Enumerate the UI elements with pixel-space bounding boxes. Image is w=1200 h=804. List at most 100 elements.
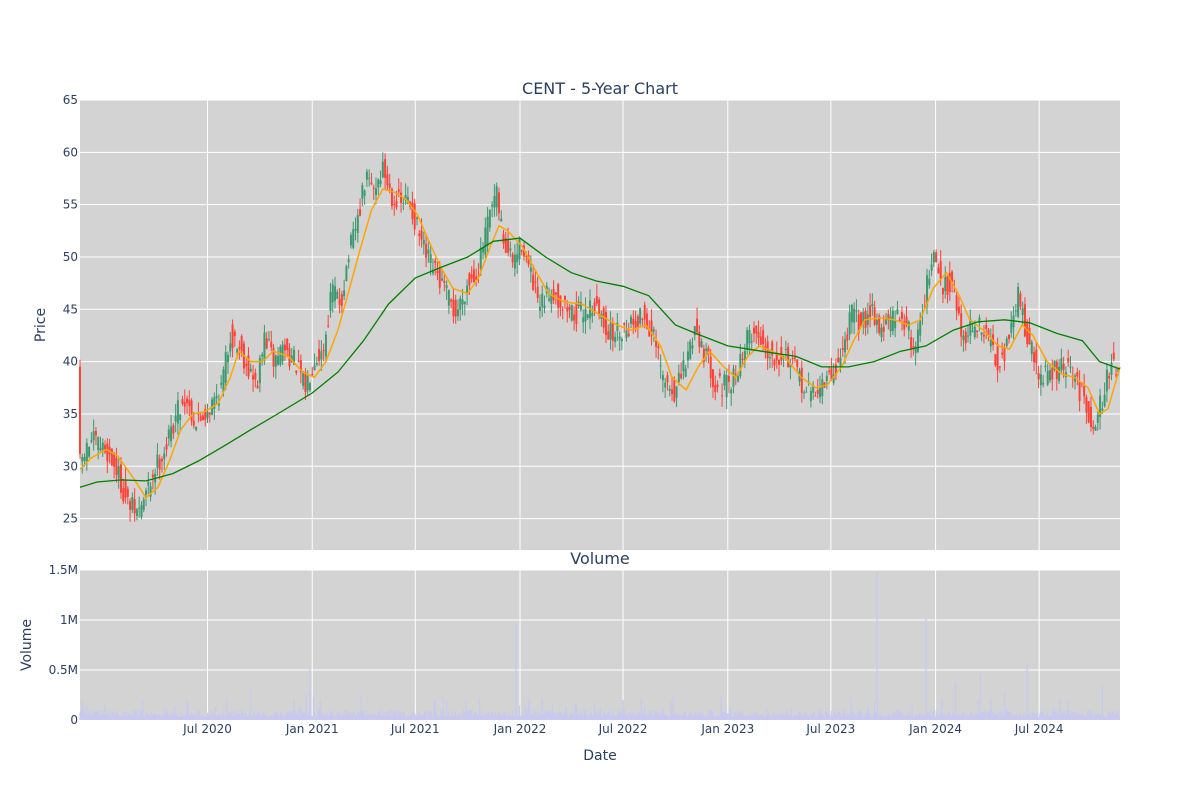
candle-body xyxy=(502,234,505,244)
volume-bar xyxy=(1019,714,1021,720)
volume-bar xyxy=(639,714,641,720)
volume-bar xyxy=(837,711,839,720)
volume-bar xyxy=(262,712,264,720)
volume-bar xyxy=(1033,711,1035,720)
volume-bar xyxy=(128,715,130,720)
volume-bar xyxy=(644,706,646,720)
volume-bar xyxy=(177,716,179,720)
volume-bar xyxy=(1050,715,1052,720)
volume-bar xyxy=(828,713,830,720)
volume-bar xyxy=(149,715,152,720)
candle-body xyxy=(261,354,264,357)
candle-body xyxy=(233,331,236,337)
volume-bar xyxy=(87,713,89,720)
volume-bar xyxy=(935,710,937,720)
volume-bar xyxy=(516,716,518,720)
volume-bar xyxy=(292,714,294,720)
volume-bar xyxy=(662,708,664,720)
volume-bar xyxy=(493,716,496,720)
volume-bar xyxy=(247,715,250,720)
candle-body xyxy=(1053,360,1056,370)
volume-bar xyxy=(392,711,394,720)
volume-bar xyxy=(523,715,525,720)
candle-body xyxy=(420,230,423,240)
volume-bar xyxy=(1115,713,1117,720)
candle-body xyxy=(213,397,216,409)
volume-bar xyxy=(724,712,727,720)
volume-bar xyxy=(1094,713,1097,720)
candle-body xyxy=(327,325,330,327)
volume-bar xyxy=(134,710,136,720)
volume-bar xyxy=(1056,714,1058,720)
volume-bar xyxy=(841,716,843,720)
volume-bar xyxy=(113,712,115,720)
candle-body xyxy=(985,324,988,330)
candle-body xyxy=(381,161,384,178)
volume-bar xyxy=(707,716,710,720)
candle-body xyxy=(356,215,359,233)
volume-bar xyxy=(425,710,427,720)
volume-bar xyxy=(90,712,92,720)
volume-bar xyxy=(844,712,846,720)
candle-body xyxy=(283,344,286,351)
volume-bar xyxy=(747,714,749,720)
candle-body xyxy=(1105,369,1108,392)
volume-bar xyxy=(85,714,87,720)
candle-body xyxy=(907,321,910,331)
volume-bar xyxy=(657,712,659,720)
volume-bar xyxy=(800,711,802,720)
volume-bar xyxy=(138,712,140,720)
volume-bar xyxy=(325,715,327,720)
volume-bar xyxy=(497,713,499,720)
volume-bar xyxy=(313,713,316,720)
volume-bar xyxy=(616,714,618,720)
volume-bar xyxy=(989,711,991,720)
candle-body xyxy=(359,209,362,216)
volume-bar xyxy=(785,712,787,720)
volume-bar xyxy=(326,712,328,720)
volume-bar xyxy=(782,712,785,720)
volume-bar xyxy=(366,715,368,720)
volume-bar xyxy=(507,715,509,720)
moving-average-lines xyxy=(79,188,1121,499)
volume-bar xyxy=(744,715,746,720)
candle-body xyxy=(436,270,439,274)
volume-bar xyxy=(428,712,431,720)
volume-bar xyxy=(539,714,541,720)
volume-bar xyxy=(1027,714,1029,720)
candle-body xyxy=(1051,367,1054,380)
candle-body xyxy=(773,359,776,366)
candle-body xyxy=(83,457,86,461)
volume-bar xyxy=(376,715,378,720)
volume-bar xyxy=(948,712,950,720)
volume-bar xyxy=(407,715,409,720)
volume-bar xyxy=(770,716,772,720)
volume-bar xyxy=(834,711,836,720)
candle-body xyxy=(1110,362,1113,375)
volume-bar xyxy=(605,713,607,720)
candle-body xyxy=(404,195,407,201)
x-tick-label: Jan 2024 xyxy=(908,722,962,736)
volume-bar xyxy=(448,711,450,720)
volume-bar xyxy=(235,710,237,720)
candle-body xyxy=(1103,394,1106,407)
volume-bar xyxy=(543,712,546,720)
candle-body xyxy=(267,339,270,341)
volume-bar xyxy=(793,714,795,720)
candle-body xyxy=(361,185,364,199)
volume-bar xyxy=(218,712,220,720)
volume-bar xyxy=(811,714,813,720)
volume-bar xyxy=(555,712,557,720)
volume-bar xyxy=(154,714,156,720)
volume-bar xyxy=(291,710,293,720)
candle-body xyxy=(447,289,450,306)
x-tick-label: Jan 2022 xyxy=(493,722,547,736)
volume-bar xyxy=(430,711,432,720)
volume-bar xyxy=(901,715,903,720)
volume-bar xyxy=(531,713,533,720)
volume-bar xyxy=(115,710,118,720)
volume-bar xyxy=(260,716,262,720)
volume-bar xyxy=(509,716,511,720)
candle-body xyxy=(135,509,138,516)
candle-body xyxy=(249,368,252,372)
